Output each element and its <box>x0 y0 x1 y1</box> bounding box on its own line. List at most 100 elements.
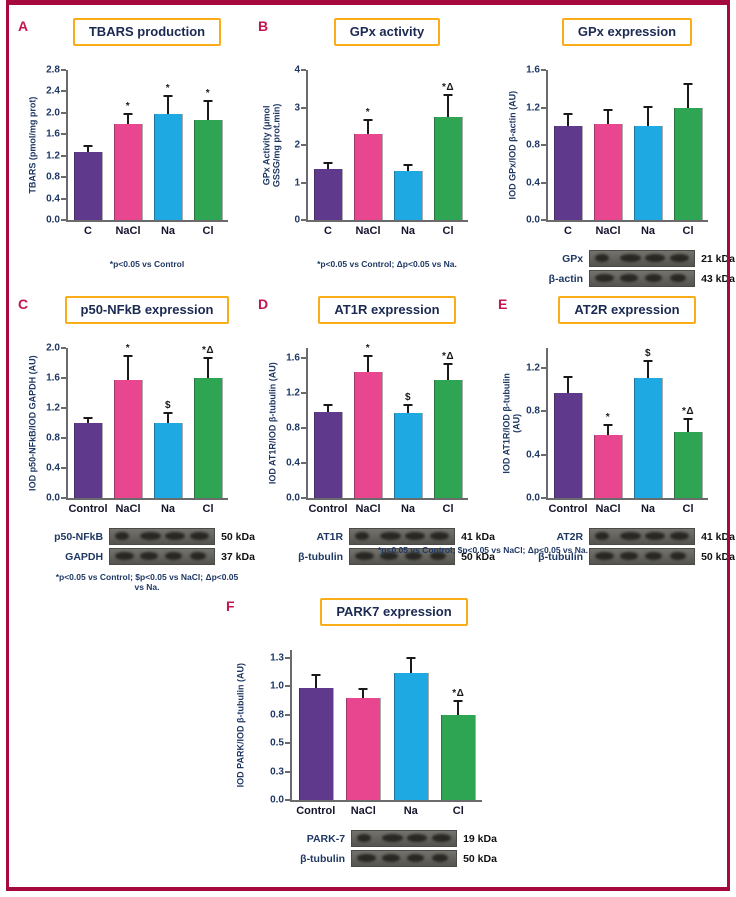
y-tick-mark <box>61 497 66 499</box>
blot-band-strip <box>349 548 456 565</box>
x-category-label: NaCl <box>115 225 141 237</box>
y-tick-label: 3 <box>294 102 300 113</box>
y-tick-label: 0.4 <box>286 457 300 469</box>
blot-band <box>595 254 610 262</box>
western-blot: AT1R 41 kDa β-tubulin 50 kDa <box>250 528 495 565</box>
bar <box>114 123 142 220</box>
y-tick-mark <box>61 133 66 136</box>
blot-protein-label: PARK-7 <box>306 832 346 845</box>
y-tick-label: 0.4 <box>526 449 540 461</box>
bar <box>354 371 382 498</box>
panel-p50-nfkb-expression: C p50-NFkB expression IOD p50-NFkB/IOD G… <box>10 294 255 592</box>
y-tick-label: 0.0 <box>526 214 540 226</box>
plot-area: 0.0 0.3 0.5 0.8 1.0 1.3 Control NaCl Na *Δ Cl <box>270 650 482 817</box>
figure-row-3: F PARK7 expression IOD PARK/IOD β-tubuli… <box>0 596 736 882</box>
blot-row: β-tubulin 50 kDa <box>271 548 495 565</box>
y-axis-label: GPx Activity (μmol GSSG/mg prot.min) <box>252 70 292 220</box>
x-category-label: Na <box>400 225 416 237</box>
blot-band <box>190 532 210 540</box>
significance-marker: * <box>165 82 171 94</box>
y-tick-mark <box>285 656 290 659</box>
blot-band-strip <box>589 270 696 287</box>
y-tick-mark <box>61 377 66 379</box>
y-tick-label: 0.4 <box>46 193 60 205</box>
blot-band <box>165 532 186 540</box>
y-tick-mark <box>541 219 546 221</box>
y-tick-label: 1.0 <box>270 680 284 692</box>
western-blot: AT2R 41 kDa β-tubulin 50 kDa <box>490 528 735 565</box>
y-tick-label: 0.4 <box>526 177 540 188</box>
x-category-label: Control <box>296 805 336 817</box>
error-bar-cap <box>643 105 653 108</box>
blot-kda-label: 41 kDa <box>461 530 495 543</box>
x-category-label: C <box>564 225 572 237</box>
footnote: *p<0.05 vs Control <box>109 259 185 269</box>
error-bar-cap <box>323 403 333 406</box>
y-tick-label: 0.8 <box>46 171 60 183</box>
error-bar <box>447 96 449 117</box>
bar <box>434 380 462 498</box>
y-tick-mark <box>301 144 306 146</box>
significance-marker: *Δ <box>441 82 455 94</box>
bar <box>74 423 102 498</box>
x-category-label: NaCl <box>115 503 141 515</box>
blot-band <box>355 552 375 560</box>
x-category-label: Cl <box>202 225 214 237</box>
blot-band <box>595 552 615 560</box>
y-tick-label: 1.6 <box>46 372 60 384</box>
y-tick-mark <box>61 176 66 179</box>
y-tick-mark <box>285 799 290 801</box>
y-tick-label: 4 <box>294 64 300 76</box>
y-tick-label: 2.0 <box>46 107 60 119</box>
x-category-label: C <box>84 225 92 237</box>
panel-letter: D <box>258 296 269 312</box>
blot-kda-label: 19 kDa <box>463 832 497 845</box>
y-axis-label: IOD PARK/IOD β-tubulin (AU) <box>220 650 260 800</box>
x-category-label: NaCl <box>595 503 621 515</box>
blot-band <box>355 532 370 540</box>
blot-protein-label: β-actin <box>548 272 584 285</box>
y-tick-mark <box>541 453 546 456</box>
error-bar <box>447 365 449 381</box>
y-tick-label: 0.8 <box>286 422 300 434</box>
y-tick-label: 1.2 <box>526 102 540 113</box>
blot-band <box>357 834 372 842</box>
panel-title-box: GPx activity <box>333 18 441 46</box>
bar <box>594 434 622 498</box>
panel-title-row: AT1R expression <box>250 296 482 324</box>
bar <box>434 116 462 220</box>
error-bar-cap <box>603 424 613 427</box>
blot-band <box>645 552 663 560</box>
error-bar-cap <box>453 700 463 703</box>
y-tick-mark <box>285 742 290 745</box>
bar <box>314 169 342 220</box>
blot-band <box>670 274 687 282</box>
bar <box>298 687 333 800</box>
panel-title: AT1R expression <box>334 302 440 317</box>
blot-band <box>380 532 402 540</box>
y-tick-mark <box>61 197 66 200</box>
x-category-label: C <box>324 225 332 237</box>
blot-band-strip <box>589 548 696 565</box>
y-tick-mark <box>301 357 306 360</box>
y-axis-label-text: IOD p50-NFkB/IOD GAPDH (AU) <box>26 355 37 491</box>
western-blot <box>10 250 242 252</box>
footnote <box>218 874 518 876</box>
x-category-label: Na <box>403 805 418 817</box>
error-bar-cap <box>363 354 373 357</box>
y-tick-label: 1.3 <box>270 652 284 664</box>
y-tick-label: 1 <box>294 177 300 188</box>
error-bar <box>167 414 169 423</box>
y-axis-label-text: TBARS (pmol/mg prot) <box>26 96 37 194</box>
y-tick-label: 0.3 <box>270 766 284 778</box>
panel-letter: A <box>18 18 29 34</box>
significance-marker: *Δ <box>681 405 695 417</box>
bar <box>394 170 422 220</box>
y-tick-mark <box>61 467 66 469</box>
error-bar-cap <box>443 363 453 366</box>
blot-band <box>645 532 666 540</box>
significance-marker: *Δ <box>441 351 455 363</box>
panel-gpx-expression: GPx expression IOD GPx/IOD β-actin (AU) 0… <box>490 16 735 288</box>
y-axis-label-text: GPx Activity (μmol GSSG/mg prot.min) <box>261 103 282 187</box>
